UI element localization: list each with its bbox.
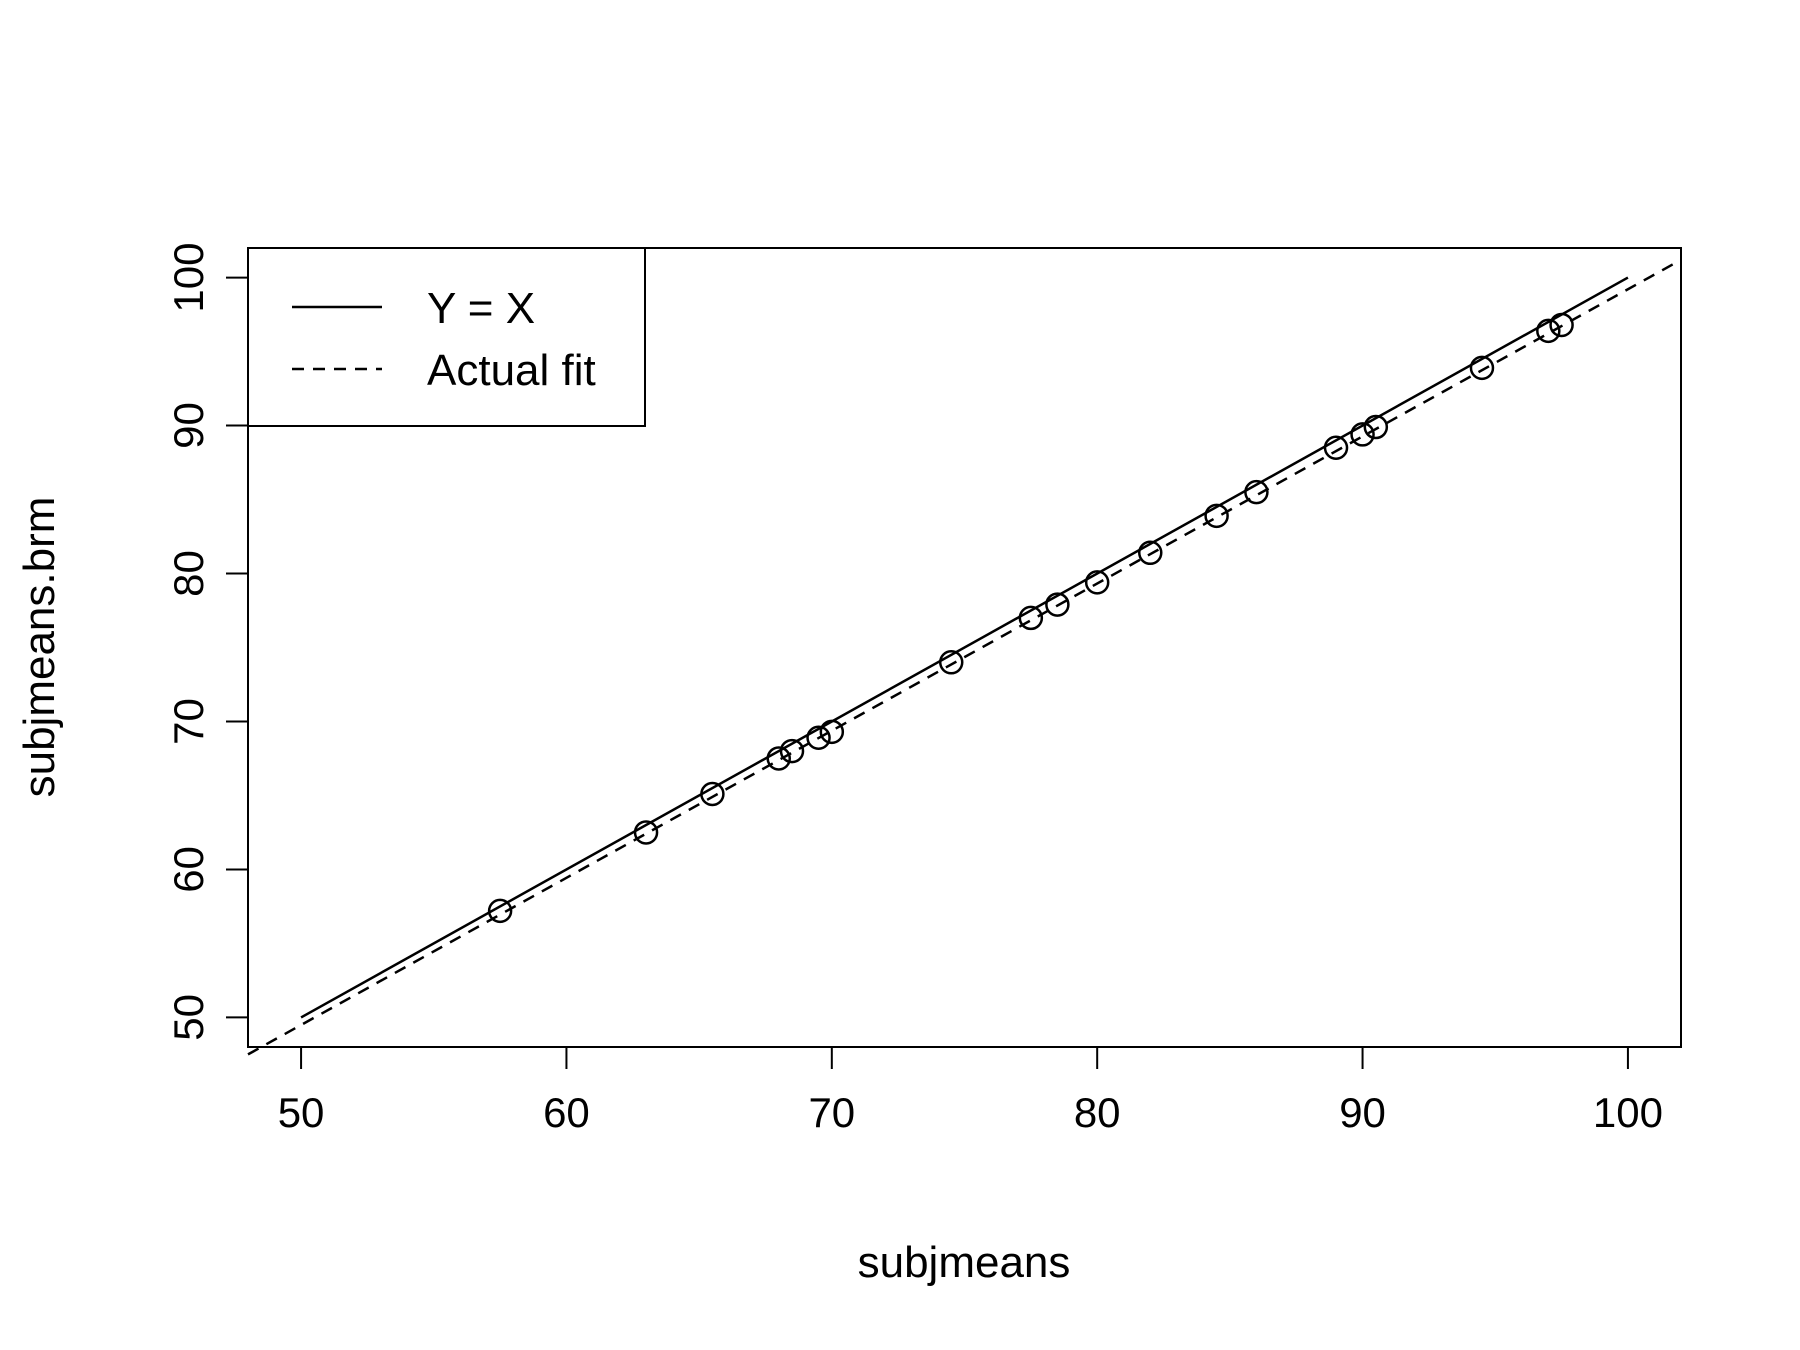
data-point-2	[700, 781, 725, 807]
data-point-12	[1204, 503, 1229, 529]
legend-entry-y-equals-x: Y = X	[427, 284, 535, 333]
y-tick-label-70: 70	[165, 698, 212, 745]
data-point-17	[1469, 355, 1495, 381]
legend-entry-actual-fit: Actual fit	[427, 346, 596, 395]
identity-line-solid	[300, 276, 1629, 1019]
y-tick-label-80: 80	[165, 550, 212, 597]
legend: Y = X Actual fit	[247, 247, 646, 427]
x-tick-label-60: 60	[543, 1089, 590, 1136]
x-tick-label-80: 80	[1074, 1089, 1121, 1136]
lines-layer	[247, 258, 1682, 1056]
points-layer	[487, 312, 1574, 924]
x-tick-label-50: 50	[278, 1089, 325, 1136]
y-tick-label-50: 50	[165, 994, 212, 1041]
fit-line-dashed	[247, 258, 1682, 1056]
data-point-10	[1084, 570, 1110, 595]
x-axis-title: subjmeans	[858, 1238, 1071, 1287]
y-tick-label-60: 60	[165, 846, 212, 893]
y-axis-title: subjmeans.brm	[15, 497, 64, 798]
x-tick-label-70: 70	[808, 1089, 855, 1136]
y-tick-label-100: 100	[165, 243, 212, 313]
data-point-16	[1363, 414, 1389, 440]
data-point-9	[1045, 592, 1070, 617]
data-point-18	[1536, 318, 1561, 344]
x-axis: 50 60 70 80 90 100	[278, 1046, 1663, 1136]
data-point-6	[819, 719, 845, 745]
y-axis: 50 60 70 80 90 100	[165, 243, 249, 1041]
y-tick-label-90: 90	[165, 402, 212, 449]
legend-box	[247, 247, 646, 427]
data-point-15	[1350, 422, 1375, 447]
x-tick-label-100: 100	[1593, 1089, 1663, 1136]
x-tick-label-90: 90	[1339, 1089, 1386, 1136]
data-point-11	[1138, 540, 1163, 566]
data-point-0	[487, 898, 513, 924]
data-point-5	[806, 725, 831, 751]
